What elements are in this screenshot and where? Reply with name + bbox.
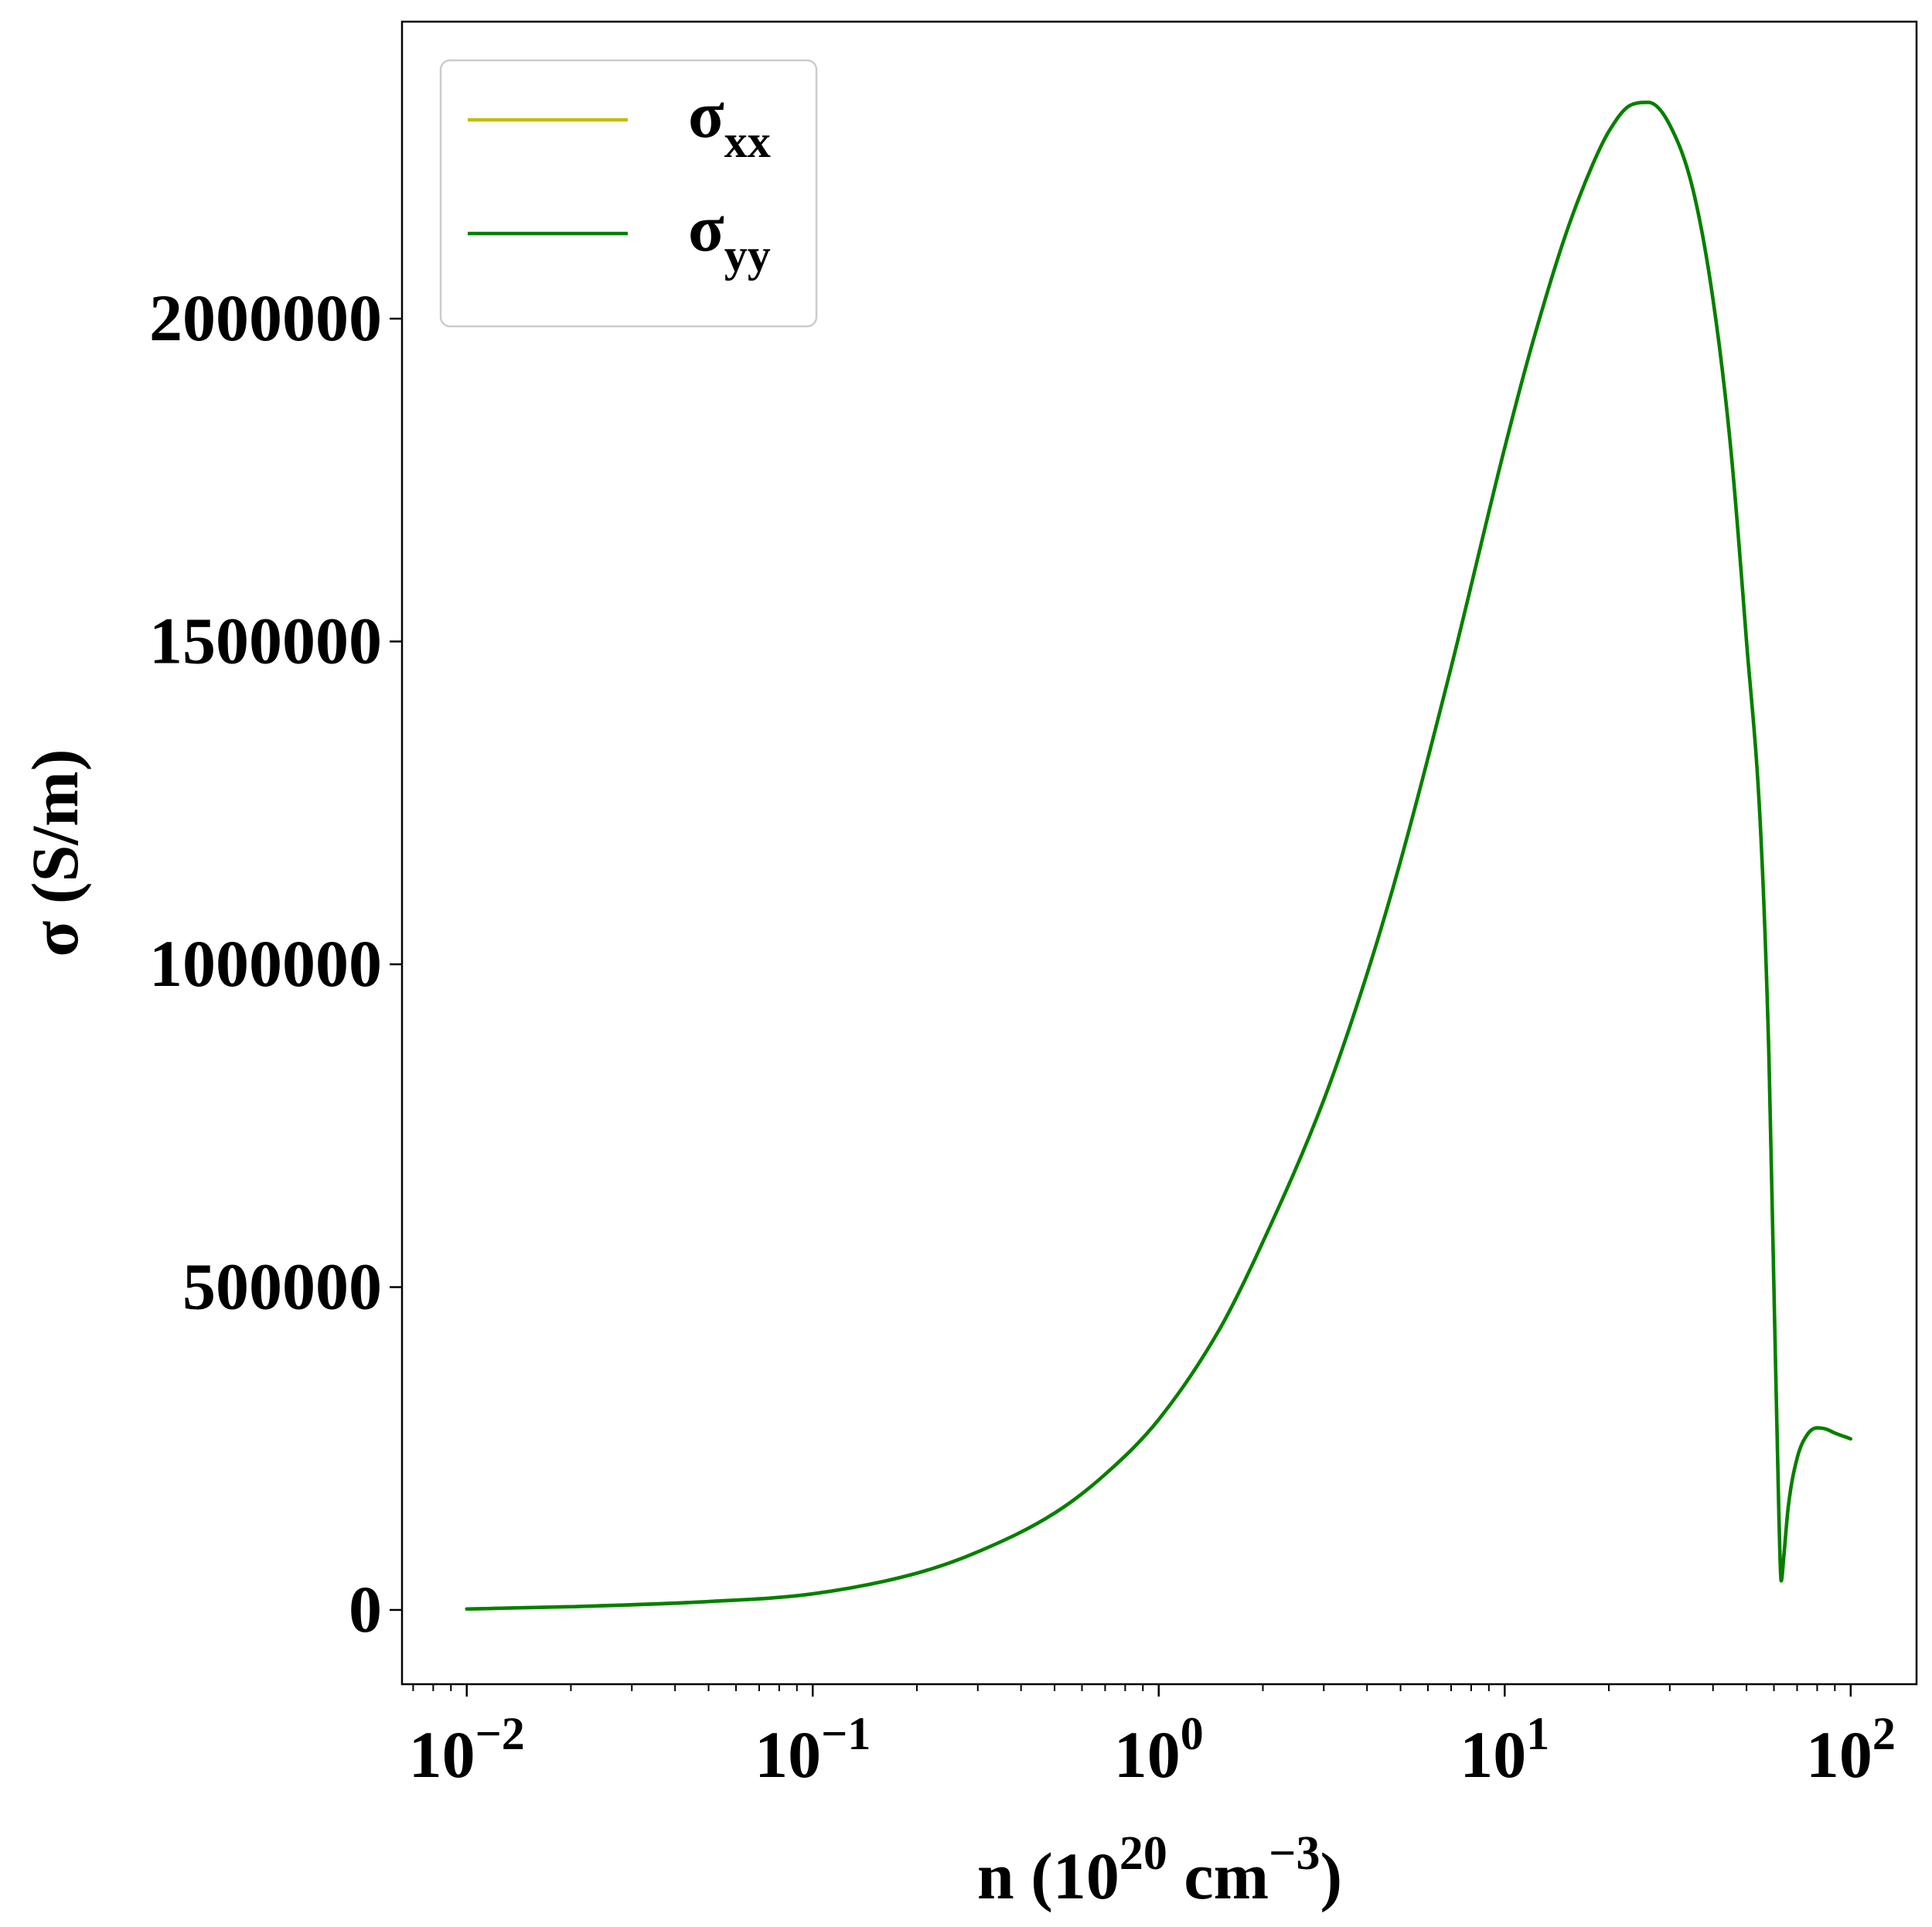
y-tick-label: 500000	[182, 1250, 382, 1324]
series-layer	[465, 101, 1853, 1611]
x-axis-label-unit: cm	[1167, 1839, 1269, 1913]
x-axis-label-exponent-1: 20	[1119, 1827, 1167, 1880]
legend: σxx σyy	[439, 59, 818, 328]
legend-box	[439, 59, 818, 328]
series-line-sigma-yy	[465, 101, 1853, 1611]
x-tick-label: 100	[1114, 1708, 1204, 1792]
y-axis-label: σ (S/m)	[18, 749, 92, 957]
x-tick-label: 10−1	[755, 1708, 871, 1792]
x-axis: 10−2 10−1 100 101 102	[409, 1684, 1896, 1792]
x-axis-label-tail: )	[1320, 1839, 1342, 1913]
y-axis: 0 500000 1000000 1500000 2000000	[149, 281, 402, 1646]
x-tick-label: 101	[1460, 1708, 1549, 1792]
y-tick-label: 1000000	[149, 926, 382, 1001]
legend-label-yy: σyy	[688, 191, 771, 281]
y-tick-label: 2000000	[149, 281, 382, 355]
y-tick-label: 1500000	[149, 604, 382, 678]
x-tick-label: 10−2	[409, 1708, 525, 1792]
x-axis-label-exponent-2: −3	[1269, 1827, 1320, 1880]
y-tick-label: 0	[349, 1572, 382, 1646]
legend-label-xx: σxx	[688, 77, 771, 167]
x-axis-label: n (1020 cm−3)	[977, 1827, 1342, 1913]
x-axis-label-base: n (10	[977, 1839, 1119, 1913]
x-tick-label: 102	[1806, 1708, 1896, 1792]
